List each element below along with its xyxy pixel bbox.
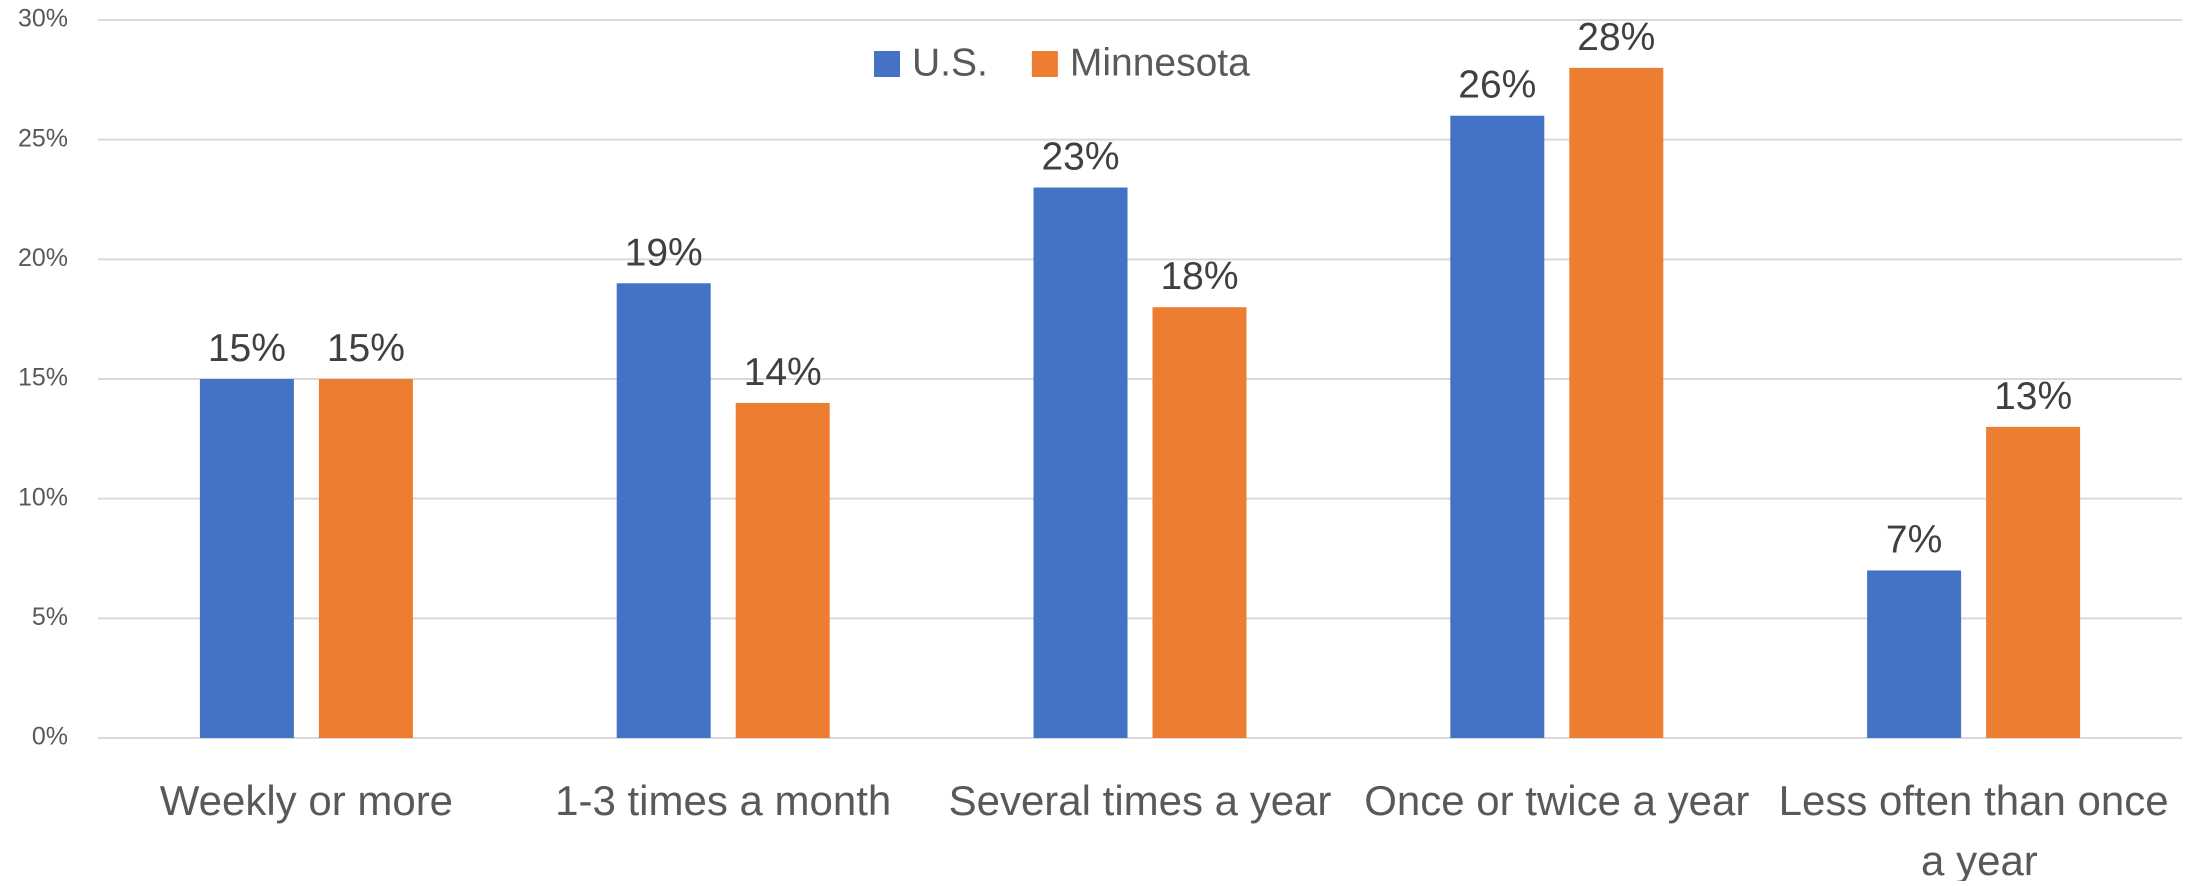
bar bbox=[1986, 426, 2081, 738]
y-tick-label: 10% bbox=[18, 483, 68, 511]
data-label: 28% bbox=[1577, 16, 1655, 59]
y-tick-label: 0% bbox=[32, 723, 68, 751]
data-label: 15% bbox=[327, 327, 405, 370]
bar bbox=[1569, 67, 1664, 738]
bar bbox=[318, 379, 413, 738]
y-tick-label: 25% bbox=[18, 124, 68, 152]
x-tick-label: Less often than once a year bbox=[1779, 777, 2169, 881]
data-label: 19% bbox=[625, 231, 703, 274]
data-label: 18% bbox=[1160, 255, 1238, 298]
x-tick-label: Once or twice a year bbox=[1364, 777, 1749, 824]
legend-label: Minnesota bbox=[1070, 41, 1250, 84]
y-tick-label: 5% bbox=[32, 603, 68, 631]
data-label: 23% bbox=[1041, 136, 1119, 179]
x-tick-label: 1-3 times a month bbox=[555, 777, 891, 824]
legend-swatch bbox=[874, 51, 900, 77]
bar bbox=[735, 402, 830, 738]
x-tick-label: Several times a year bbox=[949, 777, 1332, 824]
y-tick-label: 30% bbox=[18, 5, 68, 33]
bar bbox=[1152, 307, 1247, 738]
bar bbox=[616, 283, 711, 738]
bar bbox=[1033, 187, 1128, 739]
legend-label: U.S. bbox=[912, 41, 988, 84]
x-tick-label: Weekly or more bbox=[160, 777, 453, 824]
data-label: 26% bbox=[1458, 64, 1536, 107]
bar bbox=[1450, 115, 1545, 738]
data-label: 15% bbox=[208, 327, 286, 370]
bar bbox=[1867, 570, 1962, 738]
y-tick-label: 15% bbox=[18, 364, 68, 392]
data-label: 14% bbox=[744, 351, 822, 394]
data-label: 13% bbox=[1994, 375, 2072, 418]
data-label: 7% bbox=[1886, 518, 1942, 561]
y-tick-label: 20% bbox=[18, 244, 68, 272]
legend-swatch bbox=[1031, 51, 1058, 77]
bar bbox=[199, 379, 294, 738]
